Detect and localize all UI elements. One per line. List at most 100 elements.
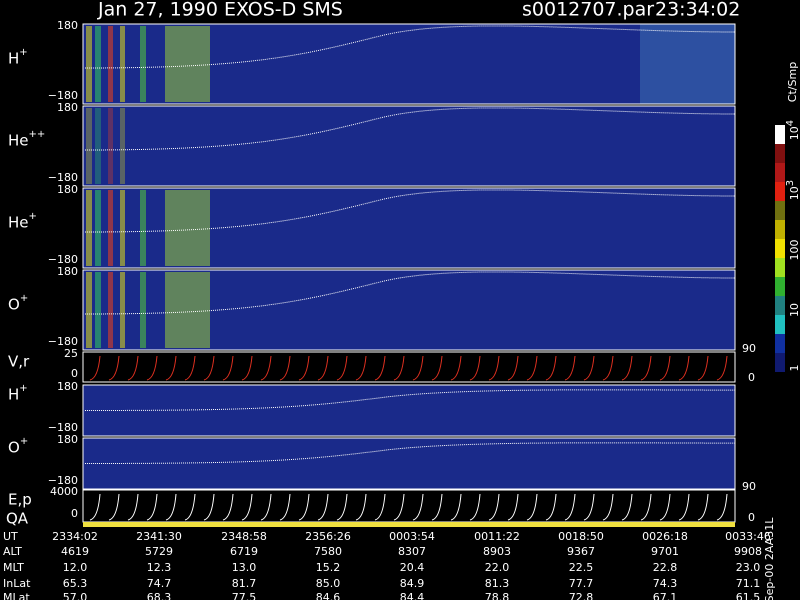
colorbar-swatch [775, 315, 785, 334]
panel-label-sup: ++ [29, 129, 46, 140]
panel-label: O+ [8, 293, 28, 314]
y-tick-label: 0 [71, 507, 78, 520]
ephemeris-value: 84.9 [400, 577, 425, 590]
sweep [184, 355, 196, 381]
sweep [412, 355, 424, 381]
sweep [336, 493, 348, 521]
colorbar-swatch [775, 125, 785, 144]
y-tick-label: 180 [57, 101, 78, 114]
colorbar: 104 103 100 10 1 [775, 120, 800, 372]
sweep [602, 355, 614, 381]
sweep [165, 493, 177, 521]
ephemeris-value: 85.0 [316, 577, 341, 590]
colorbar-swatch [775, 201, 785, 220]
ephemeris-value: 0003:54 [389, 530, 435, 543]
side-label: Sep-00 2AA31L [763, 517, 776, 600]
sweep [583, 493, 595, 521]
colorbar-tick-label: 10 [788, 303, 800, 317]
panel-label: He+ [8, 211, 37, 232]
sweep [393, 355, 405, 381]
panels: H+180−180He++180−180He+180−180O+180−180V… [8, 19, 756, 524]
y-tick-label: 180 [57, 265, 78, 278]
trace [84, 189, 736, 233]
ephemeris-value: 78.8 [485, 591, 510, 600]
ephemeris-label: UT [3, 530, 18, 543]
sweep [165, 355, 177, 381]
ephemeris-value: 74.3 [653, 577, 678, 590]
y-tick-label: 0 [71, 367, 78, 380]
trace [84, 389, 736, 411]
spectrogram-band [120, 272, 125, 348]
colorbar-tick-label: 1 [788, 365, 800, 372]
spectrogram-band [86, 26, 92, 102]
ephemeris-value: 22.8 [653, 561, 678, 574]
panel-label: H+ [8, 383, 28, 404]
ephemeris-value: 2356:26 [305, 530, 351, 543]
panel-bg [83, 490, 735, 522]
sweep [412, 493, 424, 521]
sweep [450, 355, 462, 381]
colorbar-swatch [775, 258, 785, 277]
spectrogram-band [140, 190, 146, 266]
spectrogram-band [140, 272, 146, 348]
ephemeris-value: 65.3 [63, 577, 88, 590]
sweep [716, 355, 728, 381]
spectrogram-band [95, 190, 101, 266]
sweep [507, 493, 519, 521]
sweep [602, 493, 614, 521]
sweep [146, 355, 158, 381]
colorbar-swatch [775, 144, 785, 163]
sweep [545, 493, 557, 521]
y-tick-label: −180 [48, 253, 78, 266]
sweep [298, 355, 310, 381]
colorbar-tick-label: 103 [785, 180, 800, 200]
sweep [336, 355, 348, 381]
sweep [659, 355, 671, 381]
sweep [260, 493, 272, 521]
panel-bg [83, 438, 735, 489]
y-tick-label: −180 [48, 421, 78, 434]
sweep [317, 355, 329, 381]
trace [84, 25, 736, 69]
ephemeris-label: InLat [3, 577, 31, 590]
ephemeris-value: 77.7 [569, 577, 594, 590]
panel-label-sup: + [19, 47, 27, 58]
sweep [526, 355, 538, 381]
sweep [583, 355, 595, 381]
sweep [374, 493, 386, 521]
panel-frame [82, 269, 736, 351]
ephemeris-value: 5729 [145, 545, 173, 558]
sweep [203, 493, 215, 521]
sweep [203, 355, 215, 381]
title: Jan 27, 1990 EXOS-D SMS [97, 0, 343, 21]
panel-label: He++ [8, 129, 45, 150]
y-tick-label: 4000 [50, 485, 78, 498]
sweep [374, 355, 386, 381]
y-tick-label: −180 [48, 89, 78, 102]
colorbar-swatch [775, 334, 785, 353]
spectrogram-band [108, 108, 113, 184]
sweep [355, 355, 367, 381]
sweep [279, 493, 291, 521]
ephemeris-value: 8903 [483, 545, 511, 558]
colorbar-swatch [775, 277, 785, 296]
sweep [716, 493, 728, 521]
sweep [222, 493, 234, 521]
sweep [146, 493, 158, 521]
colorbar-swatch [775, 163, 785, 182]
sweep [260, 355, 272, 381]
spectrogram-band [165, 272, 210, 348]
sweep [469, 493, 481, 521]
sweep [697, 355, 709, 381]
colorbar-swatch [775, 182, 785, 201]
qa-label: QA [6, 510, 29, 528]
ephemeris-value: 22.0 [485, 561, 510, 574]
ephemeris-value: 72.8 [569, 591, 594, 600]
time: 23:34:02 [655, 0, 740, 21]
ephemeris-value: 9367 [567, 545, 595, 558]
right-tick-label: 0 [748, 511, 755, 524]
sweep [678, 493, 690, 521]
sweep [108, 493, 120, 521]
trace [84, 107, 736, 151]
